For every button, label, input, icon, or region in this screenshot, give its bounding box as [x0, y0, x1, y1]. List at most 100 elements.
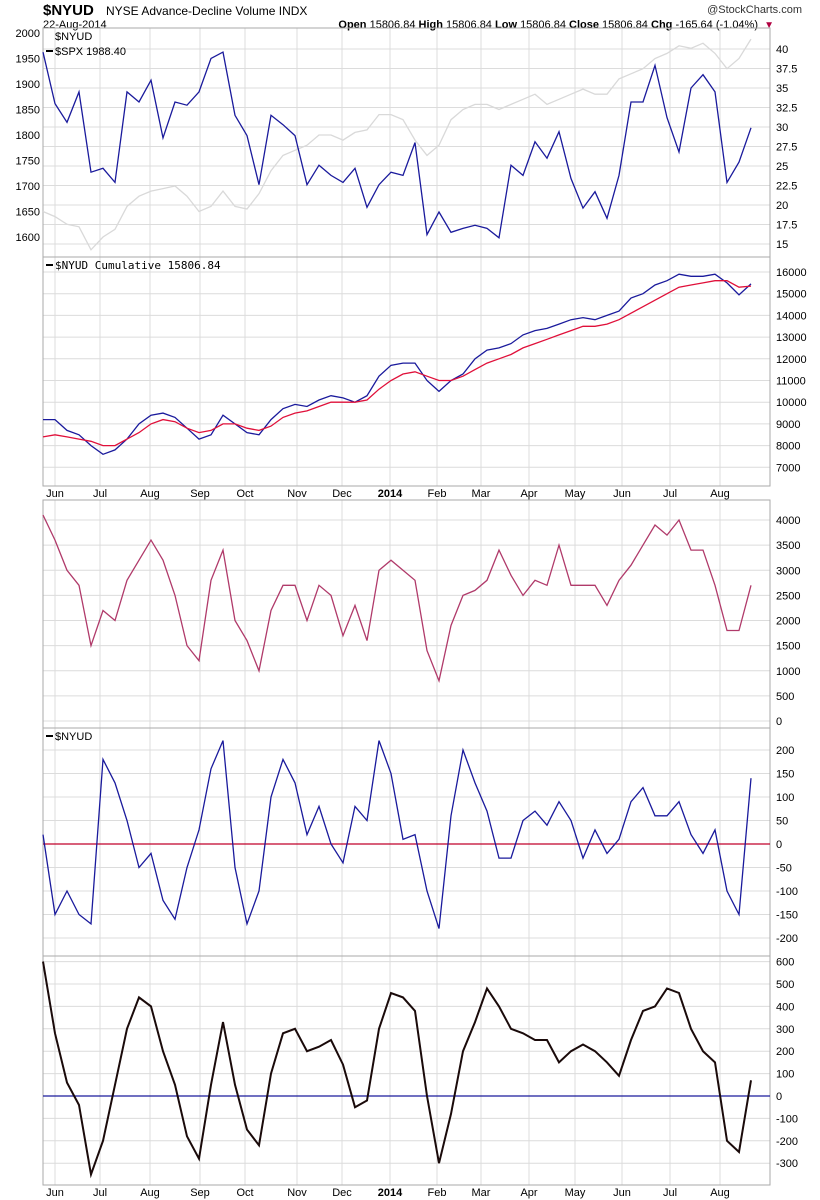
right-axis-tick-label: 2000 [776, 616, 800, 628]
right-axis-tick-label: 400 [776, 1001, 794, 1013]
x-axis-month-label: Nov [287, 488, 307, 500]
series-line--nyud [42, 51, 752, 239]
right-axis-tick-label: 4000 [776, 515, 800, 527]
x-axis-month-label: Feb [428, 488, 447, 500]
left-axis-tick-label: 1750 [16, 156, 40, 168]
right-axis-tick-label: 0 [776, 839, 782, 851]
right-axis-tick-label: 9000 [776, 419, 800, 431]
x-axis-month-label: Jul [663, 1187, 677, 1199]
right-axis-tick-label: -200 [776, 933, 798, 945]
right-axis-tick-label: 600 [776, 957, 794, 969]
down-arrow-icon: ▼ [764, 20, 774, 31]
right-axis-tick-label: 25 [776, 161, 788, 173]
series-line-indicator [42, 514, 752, 684]
pane-border [42, 955, 771, 1186]
legend-label: $NYUD Cumulative 15806.84 [55, 259, 221, 272]
left-axis-tick-label: 1850 [16, 105, 40, 117]
pane-1: 15 17.5 20 22.5 25 27.5 30 32.5 35 37.5 40 1600 1650… [16, 27, 797, 258]
x-axis-month-label: Dec [332, 488, 352, 500]
x-axis-month-label: Apr [520, 488, 537, 500]
copyright-link[interactable]: @StockCharts.com [707, 4, 802, 16]
right-axis-tick-label: 20 [776, 200, 788, 212]
left-axis-tick-label: 1700 [16, 181, 40, 193]
right-axis-tick-label: 2500 [776, 590, 800, 602]
right-axis-tick-label: 0 [776, 1091, 782, 1103]
x-axis-month-label: Jul [93, 1187, 107, 1199]
x-axis-month-label: Dec [332, 1187, 352, 1199]
pane-border [42, 727, 771, 957]
pane-border [42, 499, 771, 729]
right-axis-tick-label: 200 [776, 1046, 794, 1058]
x-axis-month-label: Mar [472, 1187, 491, 1199]
right-axis-tick-label: 13000 [776, 332, 807, 344]
right-axis-tick-label: 11000 [776, 376, 806, 388]
x-axis-month-label: Jun [46, 1187, 64, 1199]
right-axis-tick-label: 8000 [776, 441, 800, 453]
right-axis-tick-label: 37.5 [776, 64, 797, 76]
left-axis-tick-label: 1950 [16, 54, 40, 66]
right-axis-tick-label: 35 [776, 83, 788, 95]
right-axis-tick-label: 40 [776, 44, 788, 56]
right-axis-tick-label: 10000 [776, 397, 807, 409]
x-axis-month-label: Sep [190, 1187, 210, 1199]
right-axis-tick-label: 50 [776, 816, 788, 828]
symbol-title: $NYUD [43, 2, 94, 19]
right-axis-tick-label: 27.5 [776, 142, 797, 154]
x-axis-month-label: Nov [287, 1187, 307, 1199]
series-line-oscillator [42, 961, 752, 1179]
legend-label: $NYUD [55, 31, 92, 43]
right-axis-tick-label: 7000 [776, 462, 800, 474]
x-axis-month-label: Mar [472, 488, 491, 500]
x-axis-month-label: Aug [140, 1187, 160, 1199]
x-axis-month-label: Sep [190, 488, 210, 500]
series-line--nyud-cumulative [43, 273, 752, 456]
series-line--spx [42, 38, 752, 251]
legend-swatch [46, 735, 53, 737]
right-axis-tick-label: 1000 [776, 666, 800, 678]
x-axis-month-label: Jul [93, 488, 107, 500]
x-axis-month-label: Jul [663, 488, 677, 500]
right-axis-tick-label: 3000 [776, 565, 800, 577]
pane-4: -200 -150 -100 -50 0 50 100 150 200 $NYUD [42, 727, 798, 957]
left-axis-tick-label: 2000 [16, 28, 40, 40]
right-axis-tick-label: 30 [776, 122, 788, 134]
right-axis-tick-label: 100 [776, 1069, 794, 1081]
series-line-moving-average [42, 280, 752, 447]
right-axis-tick-label: -50 [776, 863, 792, 875]
symbol-description: NYSE Advance-Decline Volume INDX [106, 4, 308, 18]
pane-2: 7000 8000 9000 10000 11000 12000 13000 14000 150… [42, 256, 807, 487]
x-axis-month-label: May [565, 488, 586, 500]
right-axis-tick-label: 500 [776, 691, 794, 703]
left-axis-tick-label: 1900 [16, 79, 40, 91]
x-axis-month-label: Oct [236, 1187, 253, 1199]
pane-border [42, 27, 771, 258]
series-line--nyud [42, 740, 752, 929]
right-axis-tick-label: -100 [776, 1113, 798, 1125]
right-axis-tick-label: 22.5 [776, 181, 797, 193]
pane-5: -300 -200 -100 0 100 200 300 400 500 600 [42, 955, 798, 1186]
right-axis-tick-label: 500 [776, 979, 794, 991]
legend-label: $SPX 1988.40 [55, 46, 126, 58]
right-axis-tick-label: -200 [776, 1136, 798, 1148]
right-axis-tick-label: 300 [776, 1024, 794, 1036]
legend-label: $NYUD [55, 731, 92, 743]
x-axis-month-label: Apr [520, 1187, 537, 1199]
right-axis-tick-label: 1500 [776, 641, 800, 653]
x-axis-month-label: Jun [613, 1187, 631, 1199]
x-axis-month-label: Aug [710, 1187, 730, 1199]
x-axis-month-label: Aug [140, 488, 160, 500]
x-axis-month-label: Feb [428, 1187, 447, 1199]
x-axis-month-label: May [565, 1187, 586, 1199]
pane-3: 0 500 1000 1500 2000 2500 3000 3500 4000 [42, 499, 800, 729]
x-axis-month-label: 2014 [378, 1187, 403, 1199]
right-axis-tick-label: 3500 [776, 540, 800, 552]
left-axis-tick-label: 1600 [16, 232, 40, 244]
x-axis-month-label: Oct [236, 488, 253, 500]
right-axis-tick-label: 17.5 [776, 220, 797, 232]
x-axis-month-label: 2014 [378, 488, 403, 500]
right-axis-tick-label: 15 [776, 239, 788, 251]
left-axis-tick-label: 1800 [16, 130, 40, 142]
right-axis-tick-label: 14000 [776, 310, 807, 322]
right-axis-tick-label: 12000 [776, 354, 807, 366]
